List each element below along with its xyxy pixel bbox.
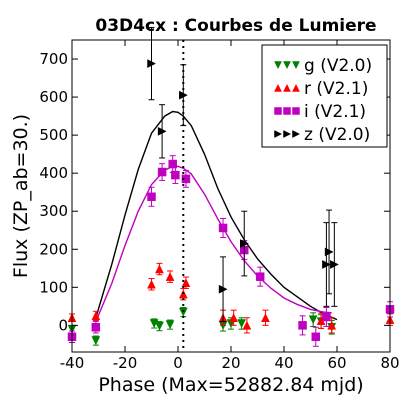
point-z-6 bbox=[324, 247, 334, 257]
y-tick-label: 400 bbox=[39, 164, 68, 182]
legend: g (V2.0) r (V2.1) i (V2.1) z (V2.0) bbox=[261, 44, 388, 148]
legend-box bbox=[261, 44, 388, 148]
point-r-10 bbox=[261, 313, 270, 323]
point-z-4 bbox=[240, 239, 249, 248]
legend-label: g (V2.0) bbox=[304, 56, 372, 76]
legend-marker-z-1 bbox=[283, 130, 292, 138]
point-z-3 bbox=[218, 284, 228, 294]
legend-item-i: i (V2.1) bbox=[274, 102, 366, 122]
point-i-10 bbox=[298, 321, 307, 330]
legend-label: r (V2.1) bbox=[304, 79, 368, 99]
point-i-7 bbox=[218, 223, 228, 233]
fit-curve-1 bbox=[95, 165, 332, 322]
point-r-6 bbox=[181, 278, 191, 288]
point-r-4 bbox=[165, 272, 175, 281]
point-r-2 bbox=[147, 279, 156, 289]
y-tick-label: 300 bbox=[39, 202, 68, 220]
legend-item-r: r (V2.1) bbox=[274, 79, 368, 99]
point-g-4 bbox=[165, 320, 175, 330]
x-tick-label: 0 bbox=[173, 354, 183, 372]
legend-marker-r-1 bbox=[283, 83, 291, 92]
legend-marker-z-2 bbox=[292, 130, 301, 138]
x-tick-label: -40 bbox=[60, 354, 85, 372]
point-g-1 bbox=[91, 336, 101, 346]
point-g-3 bbox=[155, 321, 164, 331]
y-tick-label: 600 bbox=[39, 88, 68, 106]
y-tick-label: 700 bbox=[39, 50, 68, 68]
y-tick-label: 0 bbox=[58, 316, 68, 334]
legend-marker-i-0 bbox=[274, 107, 282, 115]
legend-label: i (V2.1) bbox=[304, 102, 366, 122]
x-tick-label: -20 bbox=[113, 354, 138, 372]
point-i-1 bbox=[91, 323, 101, 332]
point-i-9 bbox=[255, 272, 265, 281]
point-g-8 bbox=[237, 319, 247, 329]
point-g-5 bbox=[178, 307, 188, 317]
fit-curve-0 bbox=[95, 110, 338, 321]
fit-curves bbox=[95, 110, 338, 322]
legend-marker-i-1 bbox=[283, 107, 291, 115]
point-i-2 bbox=[147, 192, 156, 202]
point-r-9 bbox=[242, 320, 252, 330]
point-i-3 bbox=[157, 167, 167, 177]
point-i-6 bbox=[181, 174, 191, 184]
point-z-0 bbox=[147, 59, 157, 68]
point-r-1 bbox=[91, 311, 101, 321]
y-tick-label: 100 bbox=[39, 278, 68, 296]
legend-marker-g-1 bbox=[283, 61, 291, 70]
chart-title: 03D4cx : Courbes de Lumiere bbox=[95, 16, 376, 36]
legend-item-g: g (V2.0) bbox=[274, 56, 372, 76]
point-g-9 bbox=[308, 315, 318, 325]
x-tick-label: 80 bbox=[380, 354, 399, 372]
series-z bbox=[147, 26, 339, 323]
x-tick-label: 40 bbox=[274, 354, 293, 372]
legend-marker-z-0 bbox=[274, 130, 283, 138]
legend-marker-i-2 bbox=[292, 107, 300, 115]
point-i-11 bbox=[311, 332, 321, 342]
point-r-3 bbox=[155, 264, 164, 274]
series-g bbox=[67, 306, 337, 346]
x-tick-label: 60 bbox=[327, 354, 346, 372]
point-r-5 bbox=[178, 289, 188, 299]
point-i-4 bbox=[168, 159, 177, 169]
point-r-12 bbox=[327, 320, 337, 330]
y-tick-label: 200 bbox=[39, 240, 68, 258]
legend-marker-r-0 bbox=[274, 83, 282, 92]
point-i-5 bbox=[171, 170, 180, 180]
x-axis-label: Phase (Max=52882.84 mjd) bbox=[98, 374, 363, 396]
point-r-8 bbox=[229, 313, 239, 323]
axis-ticks: -40 -20 0 20 40 60 80 0 100 200 300 400 500 600 700 bbox=[39, 40, 400, 372]
point-i-12 bbox=[322, 312, 331, 322]
legend-label: z (V2.0) bbox=[304, 125, 370, 145]
point-z-5 bbox=[322, 260, 331, 269]
y-axis-label: Flux (ZP_ab=30.) bbox=[10, 114, 32, 278]
x-tick-label: 20 bbox=[221, 354, 240, 372]
point-z-7 bbox=[330, 260, 339, 269]
legend-marker-r-2 bbox=[292, 83, 300, 92]
legend-marker-g-0 bbox=[274, 61, 282, 70]
point-z-1 bbox=[157, 126, 167, 136]
legend-item-z: z (V2.0) bbox=[274, 125, 370, 145]
y-tick-label: 500 bbox=[39, 126, 68, 144]
legend-marker-g-2 bbox=[292, 61, 300, 70]
